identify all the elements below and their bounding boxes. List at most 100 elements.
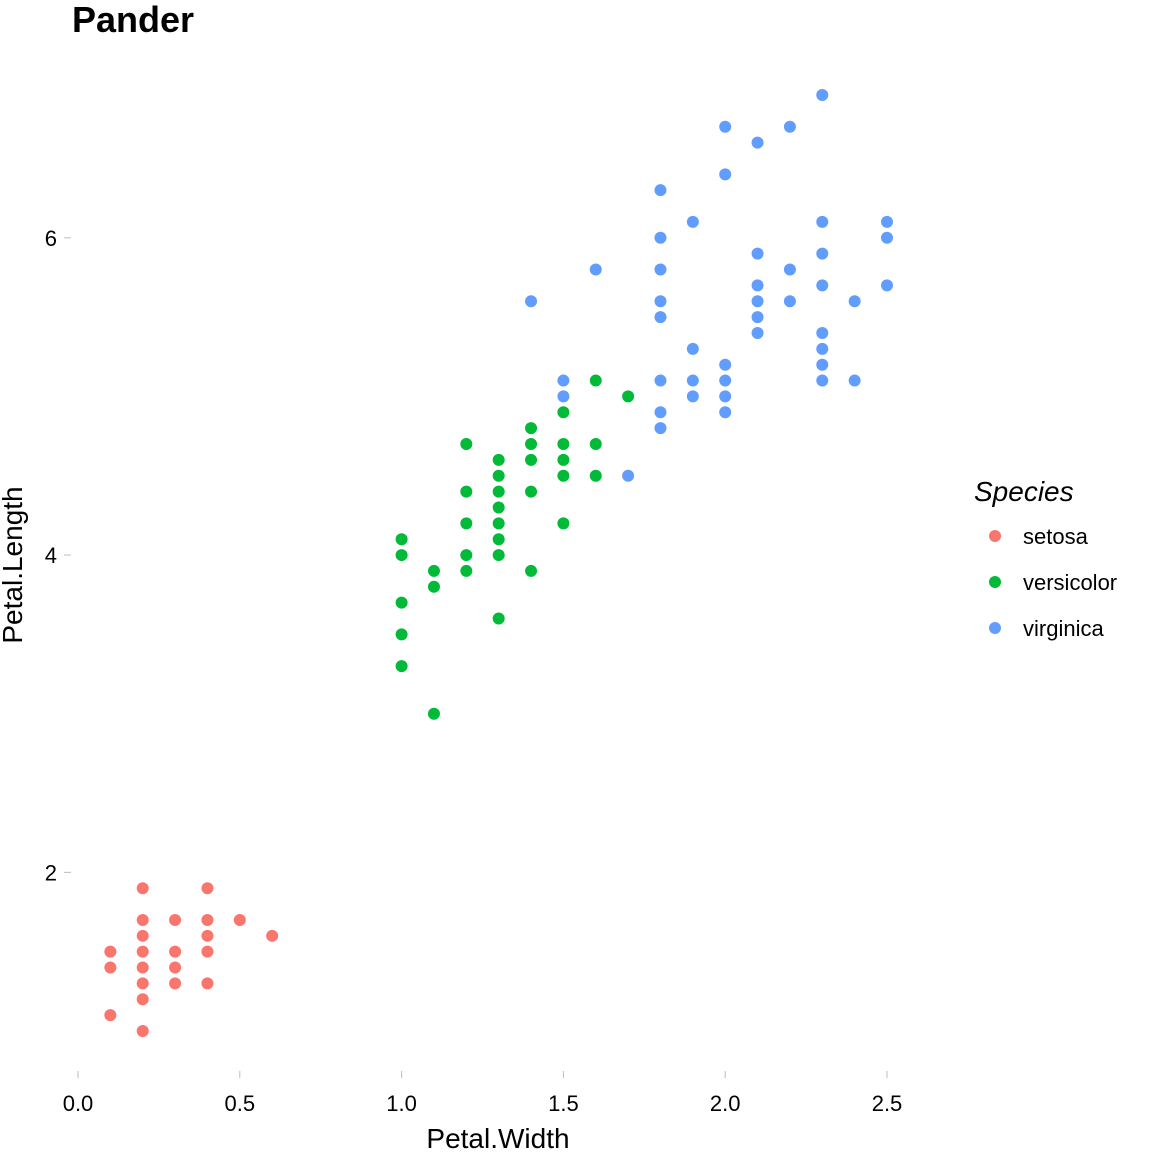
data-point [686,215,699,228]
y-tick-label: 2 [45,860,57,885]
data-point [492,517,505,530]
y-tick-label: 4 [45,543,57,568]
data-point [525,564,538,577]
data-point [816,358,829,371]
data-point [525,438,538,451]
data-point [654,374,667,387]
data-point [816,342,829,355]
data-point [136,1025,149,1037]
data-point [816,215,829,228]
data-point [492,469,505,482]
data-point [266,929,279,942]
x-tick-label: 0.0 [63,1091,94,1116]
data-point [427,564,440,577]
data-point [492,549,505,562]
data-point [136,913,149,926]
y-axis-title: Petal.Length [0,486,28,643]
data-point [783,295,796,308]
x-tick-label: 1.5 [548,1091,579,1116]
data-point [492,485,505,498]
data-point [169,961,182,974]
data-points [104,89,893,1037]
data-point [136,961,149,974]
data-point [654,406,667,419]
data-point [816,247,829,260]
data-point [783,120,796,133]
data-point [881,215,893,228]
data-point [589,263,602,276]
data-point [622,469,635,482]
data-point [654,311,667,324]
data-point [427,707,440,720]
data-point [201,913,214,926]
data-point [492,501,505,514]
data-point [104,961,117,974]
data-point [719,168,732,181]
data-point [525,295,538,308]
data-point [654,295,667,308]
data-point [201,929,214,942]
legend: Species setosa versicolor virginica [974,476,1117,641]
series-virginica [525,89,893,482]
data-point [589,374,602,387]
data-point [654,422,667,435]
data-point [557,469,570,482]
data-point [460,564,473,577]
data-point [557,453,570,466]
legend-key-versicolor [989,576,1001,588]
legend-label-versicolor: versicolor [1023,570,1117,595]
data-point [816,89,829,101]
data-point [622,390,635,403]
data-point [557,438,570,451]
data-point [460,549,473,562]
legend-key-virginica [989,622,1001,634]
data-point [492,533,505,546]
series-versicolor [395,374,635,720]
series-setosa [104,882,279,1037]
data-point [169,913,182,926]
data-point [169,945,182,958]
data-point [525,422,538,435]
legend-title: Species [974,476,1074,507]
data-point [816,326,829,339]
data-point [719,374,732,387]
x-tick-label: 2.0 [710,1091,741,1116]
data-point [557,390,570,403]
data-point [557,374,570,387]
data-point [686,342,699,355]
data-point [589,438,602,451]
data-point [654,184,667,197]
data-point [395,596,408,609]
data-point [136,945,149,958]
data-point [169,977,182,990]
data-point [201,882,214,895]
data-point [686,390,699,403]
data-point [395,533,408,546]
data-point [201,945,214,958]
y-axis: 2 4 6 [45,226,71,885]
data-point [881,231,893,244]
data-point [427,580,440,593]
data-point [525,485,538,498]
data-point [557,406,570,419]
data-point [136,882,149,895]
chart-title: Pander [72,0,194,40]
data-point [460,438,473,451]
x-tick-label: 1.0 [386,1091,417,1116]
data-point [751,311,764,324]
legend-label-setosa: setosa [1023,524,1089,549]
data-point [719,120,732,133]
y-tick-label: 6 [45,226,57,251]
legend-key-setosa [989,530,1001,542]
data-point [816,374,829,387]
data-point [751,295,764,308]
x-tick-label: 0.5 [225,1091,256,1116]
data-point [751,326,764,339]
data-point [719,358,732,371]
data-point [136,929,149,942]
data-point [654,231,667,244]
legend-label-virginica: virginica [1023,616,1104,641]
data-point [557,517,570,530]
data-point [881,279,893,292]
